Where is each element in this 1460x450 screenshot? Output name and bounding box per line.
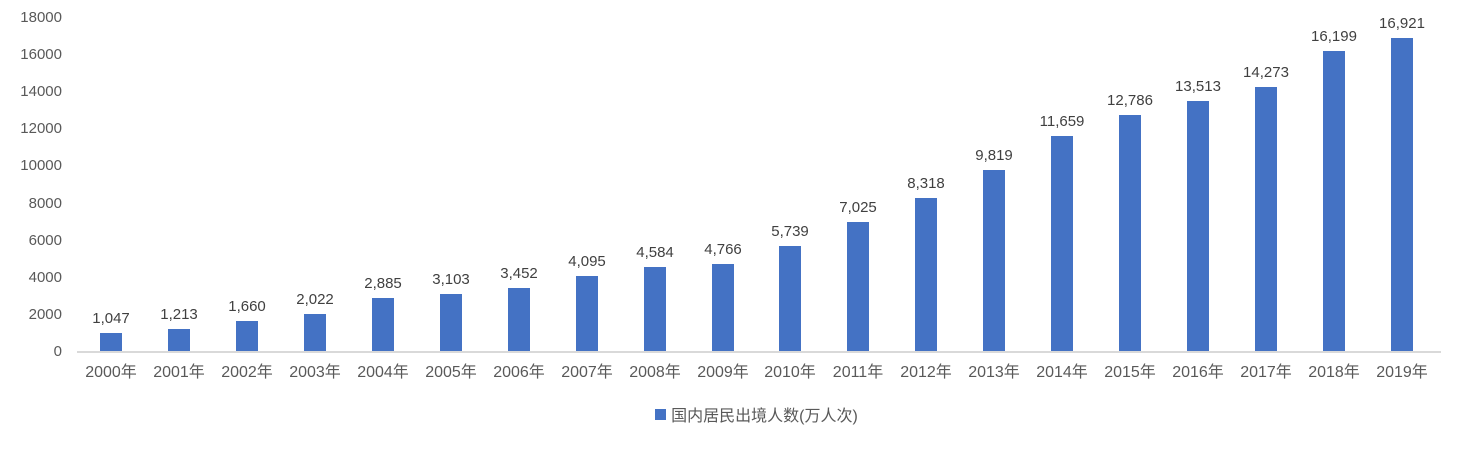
bar-value-label: 11,659 — [1039, 113, 1085, 130]
legend-label: 国内居民出境人数(万人次) — [671, 408, 858, 425]
bar[interactable] — [576, 276, 598, 352]
y-axis-tick-label: 8000 — [28, 194, 62, 212]
bar[interactable] — [1051, 136, 1073, 352]
bar[interactable] — [915, 198, 937, 352]
bar-value-label: 3,103 — [432, 271, 470, 288]
x-axis-tick-label: 2001年 — [153, 364, 205, 381]
x-axis-tick-label: 2006年 — [493, 364, 545, 381]
x-axis-tick-label: 2003年 — [289, 364, 341, 381]
legend[interactable]: 国内居民出境人数(万人次) — [77, 403, 1436, 425]
x-axis-tick-label: 2011年 — [832, 364, 884, 381]
x-axis-tick-label: 2014年 — [1036, 364, 1088, 381]
bar-value-label: 1,047 — [92, 310, 130, 327]
y-axis-tick-label: 2000 — [28, 305, 62, 323]
x-axis-tick-label: 2013年 — [968, 364, 1020, 381]
bar-value-label: 16,921 — [1379, 15, 1425, 32]
legend-marker-icon — [655, 408, 667, 420]
bar-value-label: 2,885 — [364, 275, 402, 292]
x-axis-tick-label: 2015年 — [1104, 364, 1156, 381]
bar[interactable] — [644, 267, 666, 352]
x-axis-tick-label: 2017年 — [1240, 364, 1292, 381]
x-axis-tick-label: 2005年 — [425, 364, 477, 381]
x-axis-tick-label: 2008年 — [629, 364, 681, 381]
bar[interactable] — [1391, 38, 1413, 352]
bar-value-label: 5,739 — [771, 223, 809, 240]
bar[interactable] — [1187, 101, 1209, 352]
bar[interactable] — [100, 333, 122, 352]
bar-value-label: 14,273 — [1243, 64, 1289, 81]
bar[interactable] — [1255, 87, 1277, 352]
bar[interactable] — [236, 321, 258, 352]
bar-value-label: 4,584 — [636, 244, 674, 261]
bar[interactable] — [779, 246, 801, 352]
bar-value-label: 16,199 — [1311, 28, 1357, 45]
bar[interactable] — [712, 264, 734, 352]
bar-value-label: 9,819 — [975, 147, 1013, 164]
bar[interactable] — [1119, 115, 1141, 352]
x-axis-tick-label: 2016年 — [1172, 364, 1224, 381]
bar-value-label: 12,786 — [1107, 92, 1153, 109]
bar-value-label: 3,452 — [500, 265, 538, 282]
bar[interactable] — [372, 298, 394, 352]
bar[interactable] — [304, 314, 326, 352]
x-axis-tick-label: 2012年 — [900, 364, 952, 381]
bar-value-label: 1,660 — [228, 298, 266, 315]
y-axis-tick-label: 6000 — [28, 231, 62, 249]
x-axis-line — [77, 351, 1441, 353]
bar[interactable] — [983, 170, 1005, 352]
bar-value-label: 13,513 — [1175, 78, 1221, 95]
x-axis-tick-label: 2009年 — [697, 364, 749, 381]
y-axis-tick-label: 4000 — [28, 268, 62, 286]
bar[interactable] — [508, 288, 530, 352]
bar-value-label: 1,213 — [160, 306, 198, 323]
y-axis-tick-label: 18000 — [20, 9, 62, 26]
y-axis-tick-label: 12000 — [20, 120, 62, 138]
x-axis-tick-label: 2000年 — [85, 364, 137, 381]
bar[interactable] — [440, 294, 462, 352]
bar-value-label: 4,766 — [704, 241, 742, 258]
bar[interactable] — [168, 329, 190, 352]
bar[interactable] — [847, 222, 869, 352]
x-axis-tick-label: 2007年 — [561, 364, 613, 381]
bar-value-label: 8,318 — [907, 175, 945, 192]
bar-value-label: 4,095 — [568, 253, 606, 270]
y-axis-tick-label: 0 — [53, 343, 62, 360]
x-axis-tick-label: 2002年 — [221, 364, 273, 381]
y-axis-tick-label: 10000 — [20, 157, 62, 175]
bar[interactable] — [1323, 51, 1345, 352]
x-axis-tick-label: 2010年 — [764, 364, 816, 381]
x-axis-tick-label: 2019年 — [1376, 364, 1428, 381]
bar-value-label: 2,022 — [296, 291, 334, 308]
y-axis-tick-label: 16000 — [20, 46, 62, 64]
x-axis-tick-label: 2018年 — [1308, 364, 1360, 381]
bar-value-label: 7,025 — [839, 199, 877, 216]
y-axis-tick-label: 14000 — [20, 83, 62, 101]
x-axis-tick-label: 2004年 — [357, 364, 409, 381]
